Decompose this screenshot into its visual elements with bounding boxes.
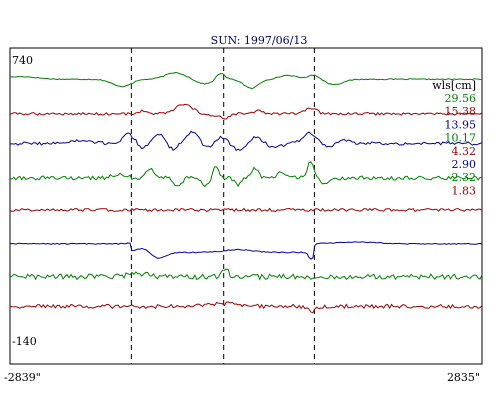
plot-frame (9, 47, 483, 365)
legend-entry-8: 1.83 (452, 184, 477, 197)
legend-title: wls[cm] (432, 79, 476, 92)
series-lines-group (9, 71, 483, 314)
legend-entry-5: 4.32 (452, 145, 477, 158)
chart-title: SUN: 1997/06/13 (211, 34, 308, 47)
legend-entry-6: 2.90 (452, 158, 477, 171)
series-line-2 (9, 103, 483, 120)
legend-entry-4: 10.17 (445, 132, 477, 145)
x-tick-label-right: 2835" (447, 371, 480, 384)
series-line-4 (9, 161, 483, 188)
vertical-marker-group (130, 48, 315, 364)
x-tick-label-left: -2839" (4, 371, 41, 384)
series-line-5 (9, 207, 483, 213)
series-line-7 (9, 268, 483, 281)
series-line-8 (9, 301, 483, 314)
legend-entry-2: 15.38 (445, 105, 477, 118)
y-top-label: 740 (12, 54, 33, 67)
legend-entry-1: 29.56 (445, 92, 477, 105)
series-line-1 (9, 71, 483, 90)
series-line-6 (9, 241, 483, 260)
series-line-3 (9, 130, 483, 152)
legend-entry-7: 2.32 (452, 171, 477, 184)
y-bottom-label: -140 (12, 335, 37, 348)
legend-entry-3: 13.95 (445, 118, 477, 131)
